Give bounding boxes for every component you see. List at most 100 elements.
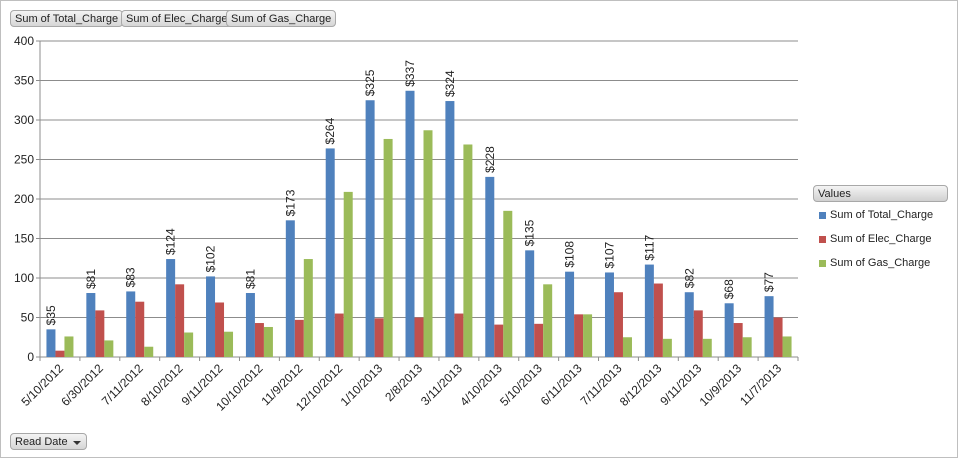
bar-elec-charge bbox=[135, 301, 145, 357]
legend-swatch-gas bbox=[819, 259, 826, 267]
bar-elec-charge bbox=[773, 317, 783, 357]
bar-total-charge bbox=[126, 291, 136, 357]
bar-gas-charge bbox=[343, 191, 353, 357]
x-tick-label: 5/10/2012 bbox=[18, 361, 66, 409]
bar-gas-charge bbox=[383, 138, 393, 357]
legend-label-gas: Sum of Gas_Charge bbox=[830, 257, 931, 269]
data-label: $68 bbox=[722, 279, 736, 299]
bar-total-charge bbox=[525, 250, 535, 357]
bar-total-charge bbox=[166, 259, 176, 357]
bar-elec-charge bbox=[254, 323, 264, 357]
data-label: $228 bbox=[483, 146, 497, 173]
bar-gas-charge bbox=[224, 331, 234, 357]
data-label: $82 bbox=[682, 268, 696, 288]
data-label: $325 bbox=[363, 69, 377, 96]
bar-elec-charge bbox=[55, 350, 65, 357]
bar-total-charge bbox=[325, 148, 335, 357]
bar-total-charge bbox=[405, 90, 415, 358]
y-tick-label: 400 bbox=[14, 34, 34, 48]
data-labels: $35 $81 $83 $124 $102 $81 $173 $264 $325 $337 $324… bbox=[44, 60, 776, 326]
read-date-filter-button[interactable]: Read Date bbox=[10, 433, 87, 450]
bar-total-charge bbox=[46, 329, 56, 357]
bar-gas-charge bbox=[543, 284, 553, 357]
data-label: $35 bbox=[44, 305, 58, 325]
data-label: $264 bbox=[323, 117, 337, 144]
x-tick-label: 6/30/2012 bbox=[58, 361, 106, 409]
legend-label-elec: Sum of Elec_Charge bbox=[830, 233, 932, 245]
bar-gas-charge bbox=[144, 346, 154, 357]
x-tick-label: 4/10/2013 bbox=[457, 361, 505, 409]
bar-elec-charge bbox=[95, 310, 105, 357]
bar-elec-charge bbox=[454, 313, 464, 357]
bar-elec-charge bbox=[733, 323, 743, 357]
read-date-label: Read Date bbox=[15, 436, 68, 448]
y-tick-label: 100 bbox=[14, 271, 34, 285]
legend-title-values[interactable]: Values bbox=[813, 185, 948, 202]
data-label: $324 bbox=[443, 70, 457, 97]
bar-elec-charge bbox=[574, 314, 584, 357]
bar-total-charge bbox=[485, 176, 495, 357]
bar-elec-charge bbox=[613, 292, 623, 357]
bar-total-charge bbox=[764, 296, 774, 357]
bar-gas-charge bbox=[184, 332, 194, 357]
data-label: $81 bbox=[84, 269, 98, 289]
x-tick-label: 6/11/2013 bbox=[538, 361, 585, 408]
bar-total-charge bbox=[724, 303, 734, 357]
x-tick-label: 5/10/2013 bbox=[497, 361, 545, 409]
data-label: $77 bbox=[762, 272, 776, 292]
bar-elec-charge bbox=[374, 318, 384, 357]
y-tick-label: 50 bbox=[21, 311, 35, 325]
field-button-elec-charge[interactable]: Sum of Elec_Charge bbox=[121, 10, 233, 27]
bar-gas-charge bbox=[622, 337, 632, 357]
bar-total-charge bbox=[684, 292, 694, 357]
chevron-down-icon[interactable] bbox=[73, 441, 81, 445]
legend-swatch-total bbox=[819, 211, 826, 219]
y-tick-label: 200 bbox=[14, 192, 34, 206]
legend-swatch-elec bbox=[819, 235, 826, 243]
x-tick-label: 8/12/2013 bbox=[617, 361, 665, 409]
legend-item-elec-charge: Sum of Elec_Charge bbox=[819, 232, 932, 246]
bar-gas-charge bbox=[303, 259, 313, 357]
gridlines bbox=[39, 40, 798, 358]
field-button-total-charge[interactable]: Sum of Total_Charge bbox=[10, 10, 124, 27]
legend-item-total-charge: Sum of Total_Charge bbox=[819, 208, 933, 222]
bar-gas-charge bbox=[583, 314, 593, 357]
bar-gas-charge bbox=[423, 130, 433, 357]
x-tick-label: 10/9/2013 bbox=[697, 361, 745, 409]
y-tick-label: 150 bbox=[14, 232, 34, 246]
data-label: $102 bbox=[204, 245, 218, 272]
bar-elec-charge bbox=[494, 324, 504, 357]
bar-elec-charge bbox=[414, 317, 424, 357]
data-label: $124 bbox=[164, 228, 178, 255]
bar-gas-charge bbox=[742, 337, 752, 357]
bar-total-charge bbox=[604, 272, 614, 357]
y-tick-label: 250 bbox=[14, 153, 34, 167]
data-label: $108 bbox=[563, 241, 577, 268]
bar-elec-charge bbox=[215, 302, 225, 357]
bar-elec-charge bbox=[294, 319, 304, 357]
legend-label-total: Sum of Total_Charge bbox=[830, 209, 934, 221]
field-button-gas-charge[interactable]: Sum of Gas_Charge bbox=[226, 10, 337, 27]
bar-total-charge bbox=[644, 264, 654, 357]
bar-elec-charge bbox=[334, 313, 344, 357]
data-label: $81 bbox=[243, 269, 257, 289]
data-label: $83 bbox=[124, 267, 138, 287]
bar-total-charge bbox=[445, 101, 455, 357]
y-axis-ticks: 0 50 100 150 200 250 300 350 400 bbox=[14, 34, 40, 364]
x-tick-label: 11/7/2013 bbox=[737, 361, 784, 408]
bar-total-charge bbox=[206, 276, 216, 357]
y-tick-label: 0 bbox=[27, 350, 34, 364]
bar-total-charge bbox=[245, 293, 255, 357]
bar-gas-charge bbox=[782, 336, 792, 357]
bar-elec-charge bbox=[653, 283, 663, 357]
bar-total-charge bbox=[285, 220, 295, 357]
data-label: $117 bbox=[642, 234, 656, 260]
bar-gas-charge bbox=[702, 338, 712, 357]
bar-total-charge bbox=[86, 293, 96, 357]
bar-gas-charge bbox=[503, 210, 513, 357]
x-axis-ticks: 5/10/20126/30/20127/11/20128/10/20129/11… bbox=[18, 357, 799, 414]
bar-gas-charge bbox=[104, 340, 114, 357]
bar-gas-charge bbox=[64, 336, 74, 357]
